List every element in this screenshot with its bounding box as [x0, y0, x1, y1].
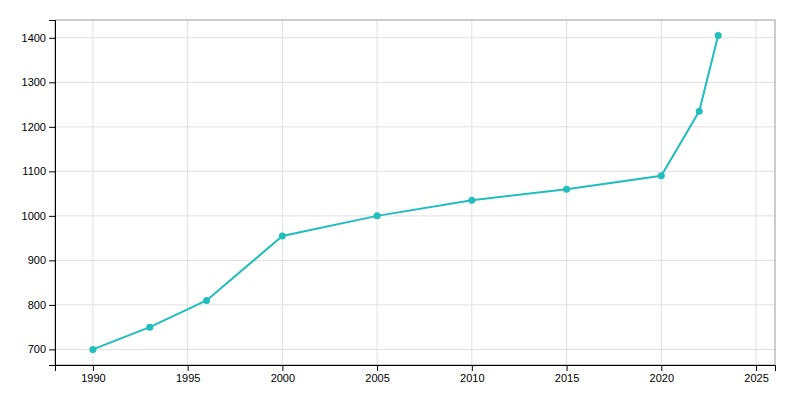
tick-label: 1990: [81, 372, 105, 384]
grid-line: [55, 215, 775, 216]
marker: [468, 197, 475, 204]
tick: 2000: [271, 365, 295, 384]
tick: 2025: [744, 365, 768, 384]
tick-label: 2015: [555, 372, 579, 384]
marker: [715, 32, 722, 39]
grid-line: [377, 20, 378, 365]
tick-mark: [49, 171, 55, 172]
grid-line: [55, 304, 775, 305]
tick-label: 2025: [744, 372, 768, 384]
tick-mark: [377, 365, 378, 371]
grid-line: [55, 171, 775, 172]
marker: [696, 108, 703, 115]
tick-label: 800: [28, 299, 46, 311]
grid-line: [282, 20, 283, 365]
tick: 2005: [365, 365, 389, 384]
tick: 1990: [81, 365, 105, 384]
tick-mark: [756, 365, 757, 371]
grid-line: [55, 349, 775, 350]
tick-mark: [661, 365, 662, 371]
grid-line: [55, 82, 775, 83]
tick-label: 1995: [176, 372, 200, 384]
tick-label: 1300: [22, 76, 46, 88]
tick: 800: [28, 299, 55, 311]
axis-line: [56, 366, 776, 372]
tick-mark: [188, 365, 189, 371]
plot: 1990 1995 2000 2005 2010 2015 2020 2025 700 800 90…: [22, 20, 776, 384]
plot-frame: [55, 20, 775, 365]
tick: 1200: [22, 121, 55, 133]
tick-label: 2020: [650, 372, 674, 384]
tick-label: 1100: [22, 165, 46, 177]
tick: 1400: [22, 32, 55, 44]
tick: 2020: [650, 365, 674, 384]
marker: [279, 232, 286, 239]
grid-line: [55, 126, 775, 127]
series: [89, 32, 721, 353]
tick-mark: [282, 365, 283, 371]
tick-mark: [49, 305, 55, 306]
grid-line: [92, 20, 93, 365]
tick-mark: [49, 38, 55, 39]
line: [93, 36, 718, 350]
tick: 1100: [22, 165, 55, 177]
tick-mark: [49, 260, 55, 261]
tick: 2015: [555, 365, 579, 384]
grid: [55, 20, 775, 365]
tick-label: 700: [28, 343, 46, 355]
chart: 1990 1995 2000 2005 2010 2015 2020 2025 700 800 90…: [0, 0, 800, 400]
tick-label: 1000: [22, 210, 46, 222]
marker: [563, 186, 570, 193]
tick: 1300: [22, 76, 55, 88]
tick: 900: [28, 254, 55, 266]
tick: 1995: [176, 365, 200, 384]
tick: 1000: [22, 210, 55, 222]
tick-label: 2005: [365, 372, 389, 384]
tick-mark: [49, 127, 55, 128]
tick: 2010: [460, 365, 484, 384]
marker: [374, 212, 381, 219]
grid-line: [187, 20, 188, 365]
tick-mark: [472, 365, 473, 371]
tick-mark: [49, 349, 55, 350]
grid-line: [55, 37, 775, 38]
grid-line: [471, 20, 472, 365]
tick-mark: [93, 365, 94, 371]
tick-mark: [567, 365, 568, 371]
axis-line: [49, 21, 56, 366]
tick-label: 900: [28, 254, 46, 266]
tick-label: 2010: [460, 372, 484, 384]
grid-line: [661, 20, 662, 365]
marker: [146, 324, 153, 331]
marker: [89, 346, 96, 353]
tick-label: 2000: [271, 372, 295, 384]
tick-mark: [49, 82, 55, 83]
tick-label: 1400: [22, 32, 46, 44]
grid-line: [55, 260, 775, 261]
tick: 700: [28, 343, 55, 355]
y-axis: 700 800 900 1000 1100 1200 1300 1400: [22, 21, 56, 366]
x-axis: 1990 1995 2000 2005 2010 2015 2020 2025: [56, 365, 776, 384]
grid-line: [756, 20, 757, 365]
tick-label: 1200: [22, 121, 46, 133]
marker: [658, 172, 665, 179]
tick-mark: [49, 216, 55, 217]
marker: [203, 297, 210, 304]
